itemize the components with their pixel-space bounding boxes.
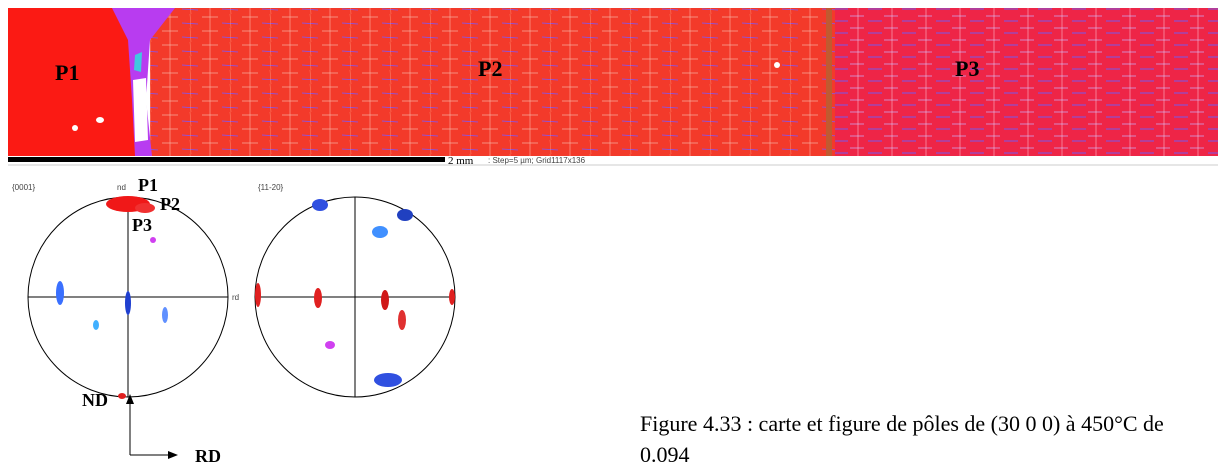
pf-label: P3 xyxy=(132,215,152,235)
pf-title: {11-20} xyxy=(258,183,284,192)
boundary xyxy=(826,8,832,156)
pf-label: P2 xyxy=(160,194,180,214)
orientation-map: P1 P2 P3 xyxy=(8,8,1218,156)
pole-figure-11-20: {11-20} xyxy=(254,183,456,398)
grain xyxy=(96,117,104,123)
pf-axis-label: rd xyxy=(232,293,239,302)
pole-cluster xyxy=(255,283,261,307)
pole-cluster xyxy=(118,393,126,399)
grain xyxy=(133,78,148,142)
pole-cluster xyxy=(162,307,168,323)
pole-cluster xyxy=(449,289,455,305)
texture xyxy=(835,8,1218,156)
pole-cluster xyxy=(93,320,99,330)
axis-label: ND xyxy=(82,390,108,410)
pole-figure-0001: {0001} nd rd P1 P2 P3 xyxy=(12,175,239,399)
grain xyxy=(134,52,142,72)
pole-cluster xyxy=(325,341,335,349)
step-info: : Step=5 µm; Grid1117x136 xyxy=(488,156,586,165)
grain-p1 xyxy=(8,8,138,156)
axis-label: RD xyxy=(195,446,221,466)
pole-cluster xyxy=(125,291,131,315)
map-label: P1 xyxy=(55,60,79,85)
arrow-head xyxy=(168,451,178,459)
pole-cluster xyxy=(150,237,156,243)
texture xyxy=(150,8,835,156)
grain xyxy=(72,125,78,131)
pf-label: P1 xyxy=(138,175,158,195)
scale-label: 2 mm xyxy=(448,155,474,167)
axes-indicator: ND RD xyxy=(82,390,221,466)
pole-cluster xyxy=(397,209,413,221)
caption: Figure 4.33 : carte et figure de pôles d… xyxy=(640,411,1164,467)
pf-title: {0001} xyxy=(12,183,35,192)
map-label: P2 xyxy=(478,56,502,81)
pole-cluster xyxy=(135,203,155,213)
pole-cluster xyxy=(398,310,406,330)
pole-cluster xyxy=(372,226,388,238)
map-label: P3 xyxy=(955,56,979,81)
pole-cluster xyxy=(374,373,402,387)
pole-cluster xyxy=(314,288,322,308)
arrow-head xyxy=(126,394,134,404)
grain xyxy=(774,62,780,68)
pole-cluster xyxy=(381,290,389,310)
pole-cluster xyxy=(56,281,64,305)
pf-axis-label: nd xyxy=(117,183,126,192)
scale-bar xyxy=(8,157,445,162)
pole-cluster xyxy=(312,199,328,211)
